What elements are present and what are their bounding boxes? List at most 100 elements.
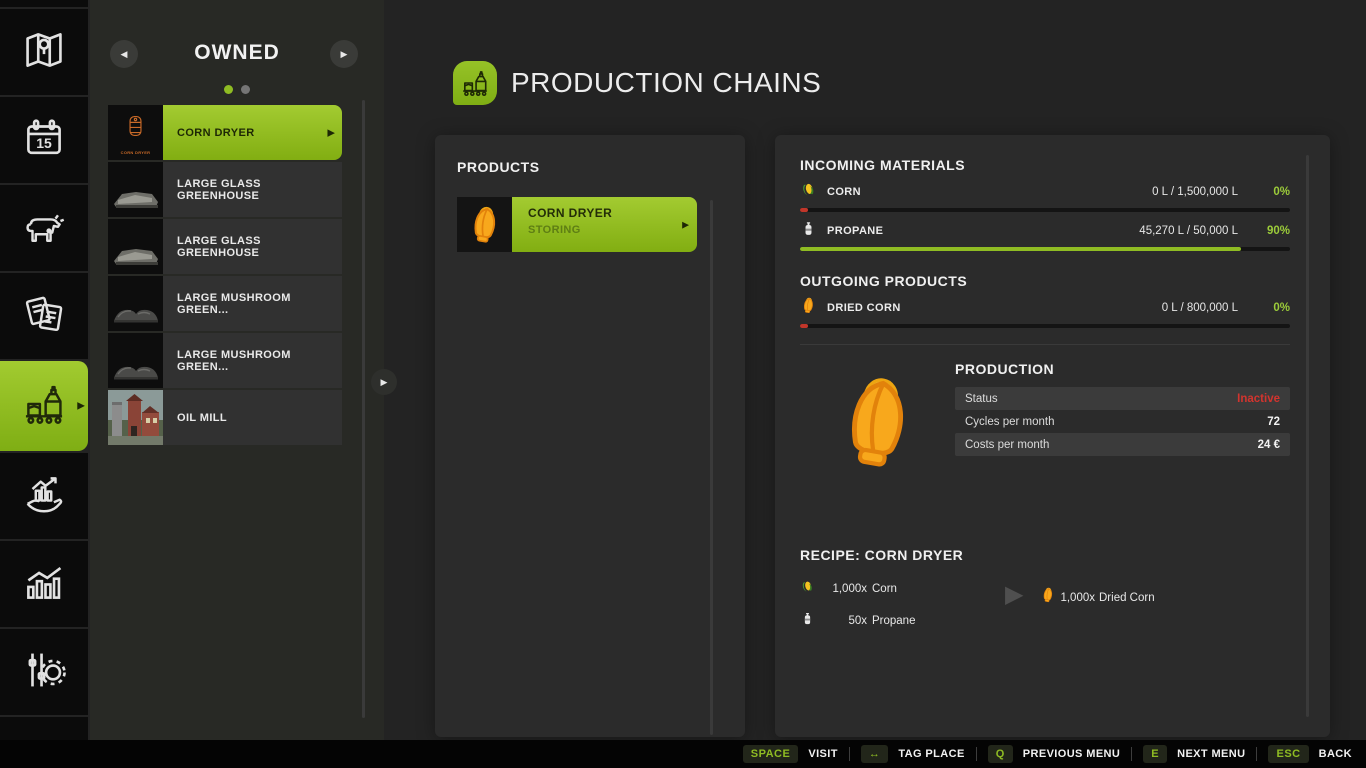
settings-icon xyxy=(21,647,67,698)
owned-item-greenhouse-2[interactable]: LARGE GLASS GREENHOUSE xyxy=(108,219,342,274)
page-title: PRODUCTION CHAINS xyxy=(511,67,822,98)
hint-next-menu[interactable]: E NEXT MENU xyxy=(1143,745,1245,763)
recipe-arrow-icon: ▶ xyxy=(1005,581,1024,608)
hint-visit[interactable]: SPACE VISIT xyxy=(742,745,838,763)
material-row-propane: PROPANE 45,270 L / 50,000 L 90% xyxy=(800,220,1290,242)
sidebar-item-statistics[interactable] xyxy=(0,541,88,627)
product-status: STORING xyxy=(528,224,581,236)
thumbnail-caption: CORN DRYER xyxy=(120,150,151,155)
recipe-input-propane: 50x Propane xyxy=(800,611,1005,631)
table-row-status: Status Inactive xyxy=(955,387,1290,410)
owned-item-mushroom-1[interactable]: LARGE MUSHROOM GREEN... xyxy=(108,276,342,331)
owned-item-mushroom-2[interactable]: LARGE MUSHROOM GREEN... xyxy=(108,333,342,388)
map-icon xyxy=(21,27,67,78)
product-title: CORN DRYER xyxy=(528,206,613,220)
recipe-output-dried-corn: 1,000x Dried Corn xyxy=(1041,587,1155,608)
main-menu-sidebar: ▶ xyxy=(0,0,88,740)
sidebar-item-finances[interactable] xyxy=(0,273,88,359)
status-value: Inactive xyxy=(1237,392,1280,405)
owned-item-label: LARGE GLASS GREENHOUSE xyxy=(163,219,342,274)
finances-icon xyxy=(21,291,67,342)
owned-item-thumbnail xyxy=(108,219,163,274)
propane-icon xyxy=(800,220,817,242)
esc-key: ESC xyxy=(1268,745,1309,763)
hint-divider xyxy=(975,747,977,761)
page-dot-active[interactable] xyxy=(224,85,233,94)
fill-percent: 0% xyxy=(1273,186,1290,198)
material-row-corn: CORN 0 L / 1,500,000 L 0% xyxy=(800,181,1290,203)
sales-icon xyxy=(21,471,67,522)
table-row-cycles: Cycles per month 72 xyxy=(965,415,1280,428)
sidebar-item-partial-bottom[interactable] xyxy=(0,717,88,740)
space-key: SPACE xyxy=(742,745,799,763)
q-key: Q xyxy=(987,745,1013,763)
sidebar-item-settings[interactable] xyxy=(0,629,88,715)
corn-fill-bar xyxy=(800,208,1290,212)
owned-item-thumbnail xyxy=(108,162,163,217)
owned-list: CORN DRYER CORN DRYER ▶ LARGE GLASS GREE… xyxy=(108,105,342,447)
production-icon xyxy=(21,381,67,432)
material-row-dried-corn: DRIED CORN 0 L / 800,000 L 0% xyxy=(800,297,1290,319)
propane-icon xyxy=(800,611,815,631)
selected-arrow-icon: ▶ xyxy=(327,127,335,137)
selected-arrow-icon: ▶ xyxy=(682,219,689,229)
owned-next-page-button[interactable]: ▶ xyxy=(330,40,358,68)
owned-scrollbar[interactable] xyxy=(362,100,365,718)
propane-fill-bar xyxy=(800,247,1290,251)
calendar-icon xyxy=(21,115,67,166)
product-label: CORN DRYER STORING ▶ xyxy=(512,197,697,252)
dried-corn-icon xyxy=(1041,587,1055,608)
recipe-section: RECIPE: CORN DRYER 1,000x Corn 50x Propa… xyxy=(800,547,1290,643)
owned-panel: ◀ OWNED ▶ CORN DRYER CORN DRYER ▶ xyxy=(90,0,397,740)
owned-item-thumbnail xyxy=(108,333,163,388)
product-item-corn-dryer[interactable]: CORN DRYER STORING ▶ xyxy=(457,197,697,252)
recipe-title: RECIPE: CORN DRYER xyxy=(800,547,964,563)
sidebar-item-map[interactable] xyxy=(0,9,88,95)
sidebar-item-production[interactable]: ▶ xyxy=(0,361,88,451)
owned-item-greenhouse-1[interactable]: LARGE GLASS GREENHOUSE xyxy=(108,162,342,217)
owned-item-label: LARGE MUSHROOM GREEN... xyxy=(163,333,342,388)
e-key: E xyxy=(1143,745,1168,763)
owned-item-label: LARGE MUSHROOM GREEN... xyxy=(163,276,342,331)
incoming-materials-title: INCOMING MATERIALS xyxy=(800,157,966,173)
production-section: PRODUCTION Status Inactive Cycles per mo… xyxy=(800,359,1290,475)
production-table: Status Inactive Cycles per month 72 Cost… xyxy=(955,387,1290,456)
sidebar-item-sales[interactable] xyxy=(0,453,88,539)
fill-amount: 0 L / 1,500,000 L xyxy=(1152,186,1238,198)
owned-item-thumbnail xyxy=(108,276,163,331)
owned-prev-page-button[interactable]: ◀ xyxy=(110,40,138,68)
fill-amount: 45,270 L / 50,000 L xyxy=(1139,225,1238,237)
hint-back[interactable]: ESC BACK xyxy=(1268,745,1352,763)
outgoing-products-title: OUTGOING PRODUCTS xyxy=(800,273,968,289)
hint-tag-place[interactable]: ↔ TAG PLACE xyxy=(860,745,965,763)
hint-divider xyxy=(1131,747,1133,761)
corn-icon xyxy=(800,579,815,599)
owned-item-oil-mill[interactable]: OIL MILL xyxy=(108,390,342,445)
corn-icon xyxy=(800,181,817,203)
owned-item-corn-dryer[interactable]: CORN DRYER CORN DRYER ▶ xyxy=(108,105,342,160)
page-dot-inactive[interactable] xyxy=(241,85,250,94)
products-panel: PRODUCTS CORN DRYER STORING ▶ xyxy=(435,135,745,737)
sidebar-item-partial-top[interactable] xyxy=(0,0,88,7)
hint-divider xyxy=(848,747,850,761)
fill-percent: 90% xyxy=(1266,225,1290,237)
recipe-inputs: 1,000x Corn 50x Propane xyxy=(800,579,1005,643)
animals-icon xyxy=(21,203,67,254)
owned-item-thumbnail: CORN DRYER xyxy=(108,105,163,160)
owned-panel-title: OWNED xyxy=(194,41,280,64)
hint-previous-menu[interactable]: Q PREVIOUS MENU xyxy=(987,745,1121,763)
key-hints-bar: SPACE VISIT ↔ TAG PLACE Q PREVIOUS MENU … xyxy=(0,740,1366,768)
details-scrollbar[interactable] xyxy=(1306,155,1309,717)
production-title: PRODUCTION xyxy=(955,361,1055,377)
production-details-panel: INCOMING MATERIALS CORN 0 L / 1,500,000 … xyxy=(775,135,1330,737)
sidebar-item-animals[interactable] xyxy=(0,185,88,271)
owned-panel-expand-arrow[interactable]: ▶ xyxy=(371,369,397,395)
fill-percent: 0% xyxy=(1273,302,1290,314)
product-thumbnail xyxy=(457,197,512,252)
sidebar-item-calendar[interactable] xyxy=(0,97,88,183)
section-divider xyxy=(800,344,1290,345)
owned-item-label: OIL MILL xyxy=(163,390,342,445)
dried-corn-large-icon xyxy=(800,359,955,475)
products-scrollbar[interactable] xyxy=(710,200,713,735)
